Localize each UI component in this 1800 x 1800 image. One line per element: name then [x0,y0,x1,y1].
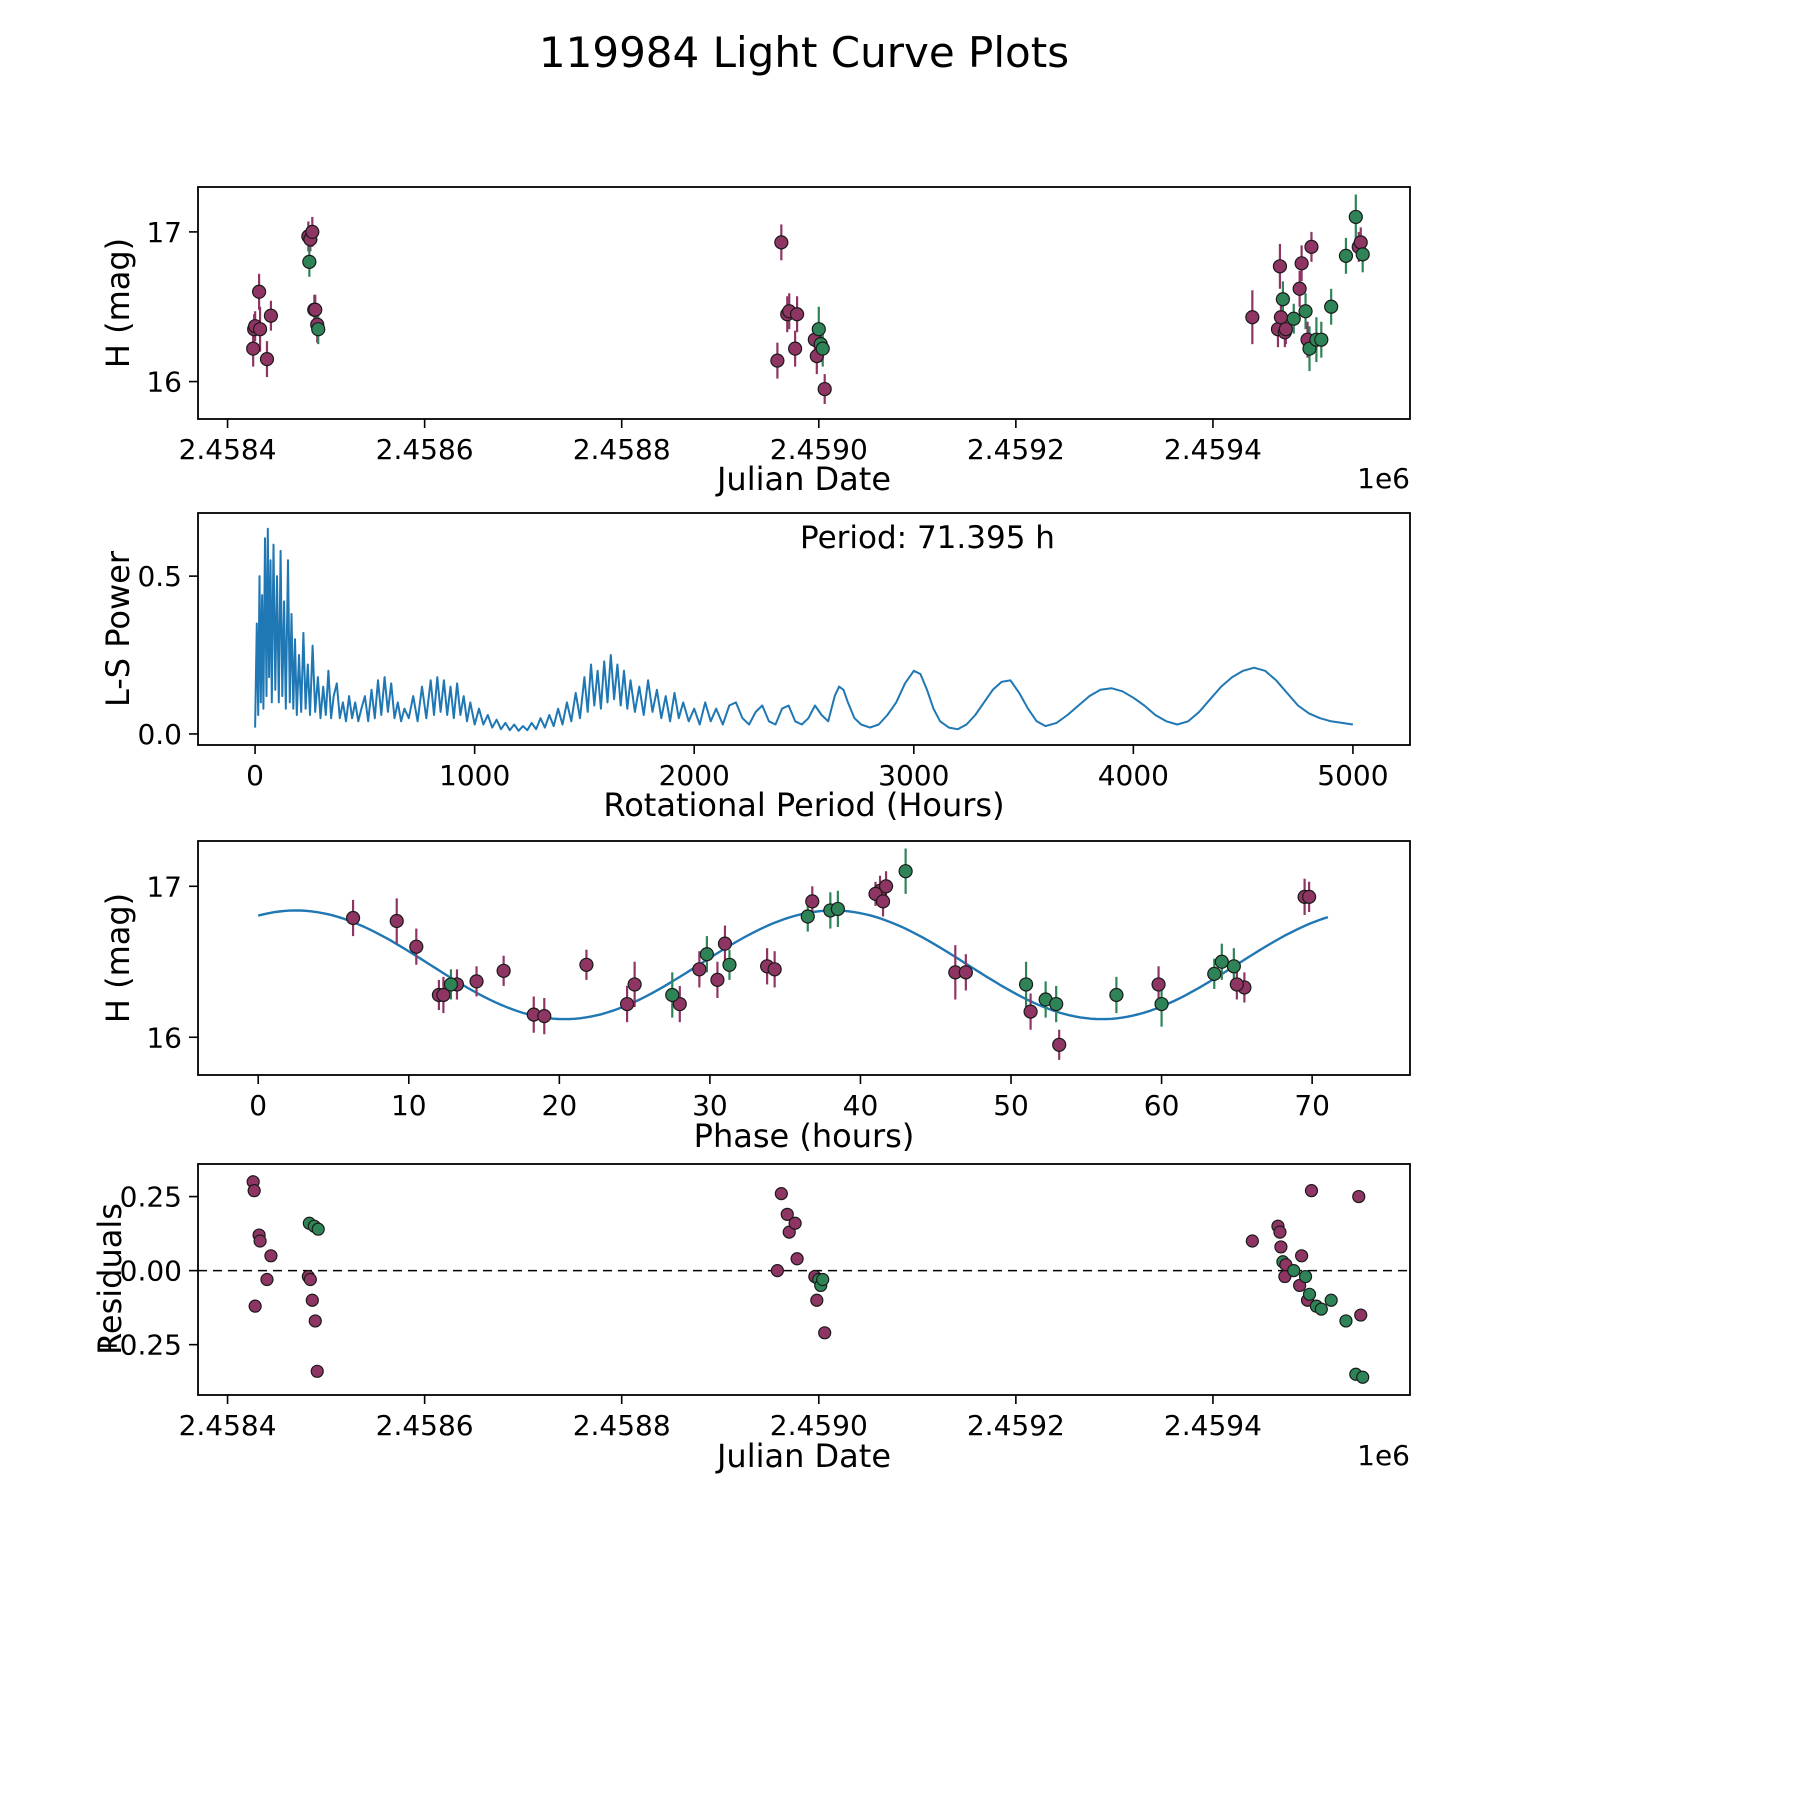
svg-text:0.0: 0.0 [137,718,182,751]
svg-text:2.4588: 2.4588 [573,1409,671,1442]
svg-text:2000: 2000 [659,759,730,792]
svg-text:0.25: 0.25 [120,1181,182,1214]
svg-text:4000: 4000 [1098,759,1169,792]
svg-text:2.4590: 2.4590 [770,1409,868,1442]
p1-yaxis-label: H (mag) [99,237,137,369]
svg-text:60: 60 [1144,1089,1180,1122]
svg-text:2.4586: 2.4586 [376,1409,474,1442]
svg-text:2.4590: 2.4590 [770,433,868,466]
svg-text:2.4594: 2.4594 [1164,1409,1262,1442]
p4-xaxis-label: Julian Date [716,1437,892,1475]
p2-xaxis-label: Rotational Period (Hours) [603,786,1005,824]
svg-text:16: 16 [146,1021,182,1054]
period-annotation: Period: 71.395 h [800,520,1055,556]
svg-text:2.4584: 2.4584 [179,1409,277,1442]
svg-text:10: 10 [391,1089,427,1122]
p4-axis-offset-text: 1e6 [1357,1439,1410,1472]
svg-text:2.4584: 2.4584 [179,433,277,466]
svg-text:2.4592: 2.4592 [967,1409,1065,1442]
periodogram-curve [254,527,1354,732]
svg-text:0.5: 0.5 [137,560,182,593]
svg-text:5000: 5000 [1317,759,1388,792]
svg-text:50: 50 [993,1089,1029,1122]
p2-yaxis-label: L-S Power [99,550,137,708]
svg-text:0.00: 0.00 [120,1255,182,1288]
p3-yaxis-label: H (mag) [99,892,137,1024]
svg-text:0: 0 [246,759,264,792]
svg-text:2.4594: 2.4594 [1164,433,1262,466]
svg-text:2.4588: 2.4588 [573,433,671,466]
svg-text:0: 0 [249,1089,267,1122]
svg-text:−0.25: −0.25 [96,1329,182,1362]
svg-text:17: 17 [146,870,182,903]
svg-text:16: 16 [146,366,182,399]
p4-yaxis-label: Residuals [91,1203,129,1355]
phased-light-curve-axes: 0 10 20 30 40 50 60 70 16 17 [146,840,1411,1122]
p3-xaxis-label: Phase (hours) [693,1117,915,1155]
svg-text:70: 70 [1294,1089,1330,1122]
periodogram-axes: 0 1000 2000 3000 4000 5000 0.0 0.5 [137,512,1411,792]
residual-points [246,1175,1370,1384]
svg-text:40: 40 [843,1089,879,1122]
svg-text:1000: 1000 [439,759,510,792]
sinusoid-fit-curve [257,909,1329,1021]
svg-text:17: 17 [146,216,182,249]
svg-text:20: 20 [542,1089,578,1122]
phase-points [345,848,1317,1060]
svg-text:2.4592: 2.4592 [967,433,1065,466]
svg-text:30: 30 [692,1089,728,1122]
light-curve-points [246,194,1370,405]
light-curve-axes: 2.4584 2.4586 2.4588 2.4590 2.4592 2.4594 16 17 [146,186,1411,466]
residuals-axes: 2.4584 2.4586 2.4588 2.4590 2.4592 2.4594 −0.2… [96,1163,1411,1442]
p1-axis-offset-text: 1e6 [1357,462,1410,495]
svg-text:3000: 3000 [878,759,949,792]
p1-xaxis-label: Julian Date [716,460,892,498]
svg-text:2.4586: 2.4586 [376,433,474,466]
figure-title: 119984 Light Curve Plots [538,28,1070,77]
